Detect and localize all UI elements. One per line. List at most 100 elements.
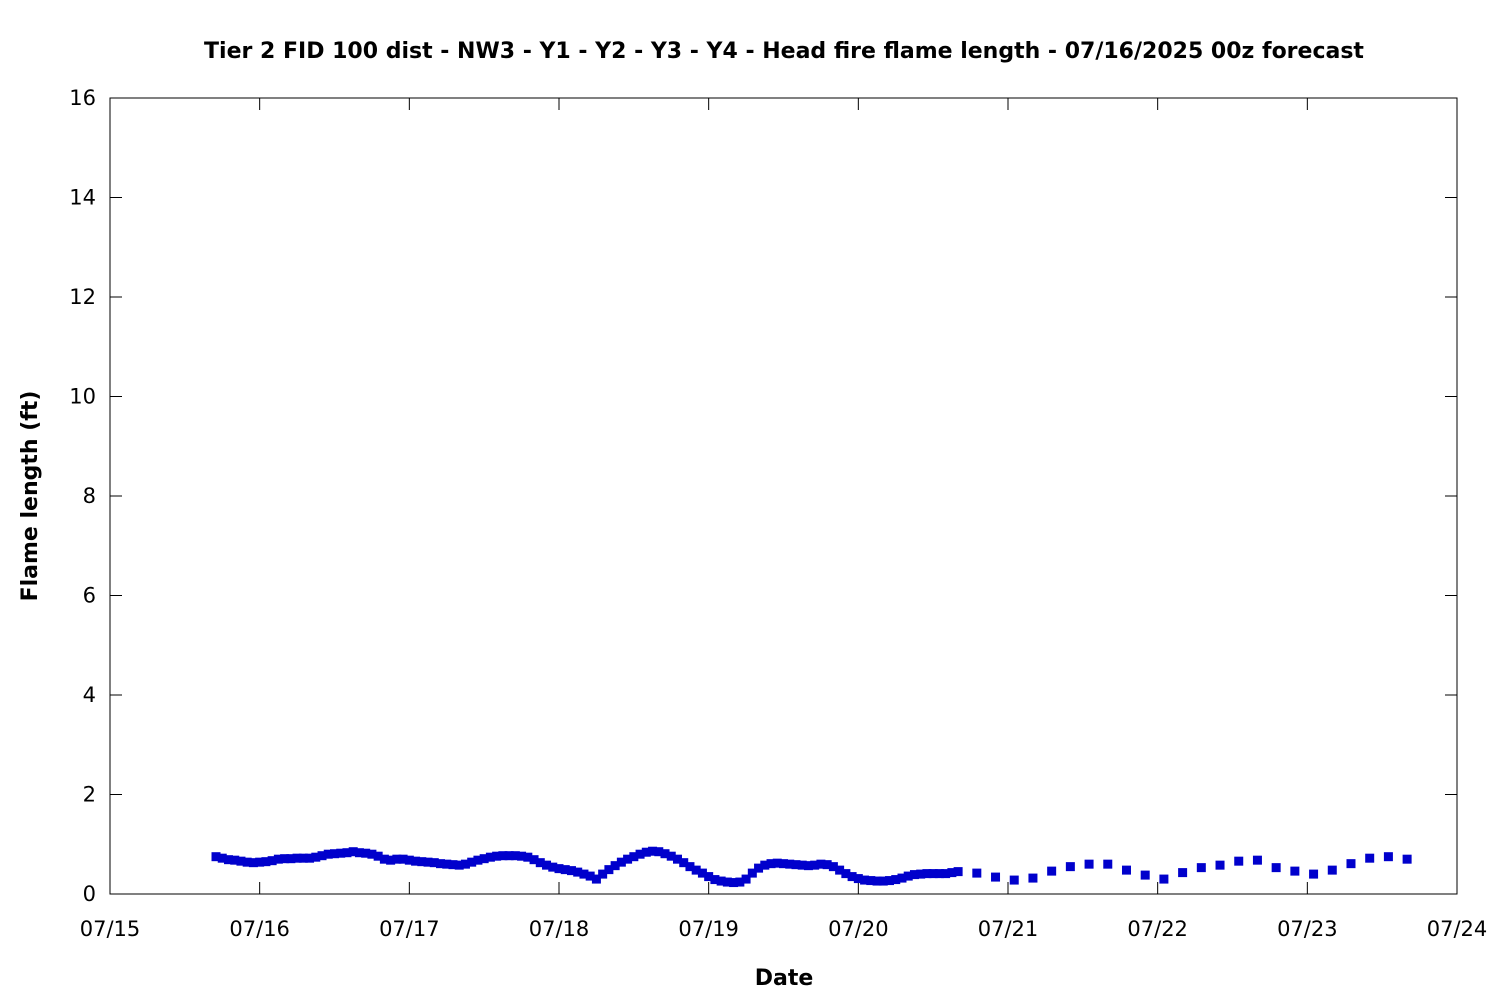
data-point: [909, 870, 919, 880]
data-point: [361, 848, 371, 858]
data-point: [747, 868, 757, 878]
data-point: [454, 860, 464, 870]
y-tick-label: 2: [83, 783, 96, 807]
data-point: [510, 851, 520, 861]
data-point: [1159, 874, 1169, 884]
data-point: [305, 853, 315, 863]
axis-ticks: [109, 97, 1458, 895]
data-point: [616, 857, 626, 867]
data-point: [1065, 862, 1075, 872]
data-point: [629, 852, 639, 862]
data-point: [760, 860, 770, 870]
data-point: [517, 851, 527, 861]
data-point: [579, 869, 589, 879]
data-point: [1327, 865, 1337, 875]
data-point: [666, 851, 676, 861]
data-point: [828, 862, 838, 872]
data-point: [716, 876, 726, 886]
data-point: [336, 848, 346, 858]
data-point: [841, 869, 851, 879]
data-point: [847, 872, 857, 882]
data-point: [916, 869, 926, 879]
data-point: [535, 858, 545, 868]
data-point: [672, 854, 682, 864]
data-point: [1121, 865, 1131, 875]
y-tick-label: 12: [69, 285, 96, 309]
data-point: [311, 852, 321, 862]
data-point: [330, 849, 339, 859]
data-point: [822, 860, 832, 870]
data-point: [529, 855, 539, 865]
data-point: [1196, 863, 1206, 873]
data-point: [604, 865, 614, 875]
data-point: [411, 856, 421, 866]
x-axis-label: Date: [755, 966, 814, 991]
data-point: [292, 853, 302, 863]
x-tick-label: 07/16: [229, 917, 290, 941]
data-point: [835, 865, 845, 875]
x-tick-label: 07/22: [1127, 917, 1188, 941]
data-point: [211, 852, 221, 862]
data-point: [1103, 859, 1113, 869]
x-tick-label: 07/21: [978, 917, 1039, 941]
data-point: [785, 859, 795, 869]
data-point: [1178, 868, 1188, 878]
data-point: [1309, 869, 1319, 879]
data-point: [504, 851, 514, 861]
data-point: [853, 874, 863, 884]
data-point: [423, 857, 433, 867]
data-point: [903, 871, 913, 881]
data-point: [648, 846, 658, 856]
data-point: [635, 849, 645, 859]
data-point: [691, 865, 701, 875]
y-tick-label: 10: [69, 385, 96, 409]
data-point: [280, 854, 290, 864]
data-point: [354, 848, 364, 858]
data-point: [991, 872, 1001, 882]
data-point: [1028, 873, 1038, 883]
data-point: [436, 859, 446, 869]
data-point: [298, 853, 308, 863]
data-point: [922, 869, 932, 879]
data-point: [1252, 855, 1262, 865]
data-point: [542, 860, 552, 870]
data-point: [1047, 866, 1057, 876]
data-point: [379, 854, 389, 864]
data-point: [367, 849, 377, 859]
data-point: [342, 848, 352, 858]
data-point: [230, 855, 240, 865]
data-point: [872, 876, 882, 886]
chart-title: Tier 2 FID 100 dist - NW3 - Y1 - Y2 - Y3…: [204, 39, 1364, 64]
data-point: [772, 858, 782, 868]
data-point: [779, 859, 788, 869]
data-point: [404, 855, 414, 865]
data-point: [492, 851, 502, 861]
data-point: [386, 855, 396, 865]
data-point: [878, 876, 888, 886]
y-tick-label: 8: [83, 484, 96, 508]
data-point: [1365, 853, 1375, 863]
data-point: [1084, 859, 1094, 869]
data-point: [654, 847, 664, 857]
data-point: [1402, 854, 1412, 864]
data-point: [1346, 859, 1356, 869]
data-point: [242, 857, 252, 867]
data-point: [479, 854, 489, 864]
plot-frame: [109, 97, 1458, 895]
data-point: [1140, 870, 1150, 880]
data-points: [211, 846, 1412, 888]
y-tick-label: 4: [83, 683, 96, 707]
data-point: [623, 854, 633, 864]
x-tick-label: 07/19: [678, 917, 739, 941]
data-point: [317, 851, 327, 861]
data-point: [803, 861, 813, 871]
data-point: [223, 855, 233, 865]
data-point: [566, 866, 576, 876]
data-point: [816, 859, 826, 869]
data-point: [810, 860, 820, 870]
data-point: [236, 856, 246, 866]
y-tick-label: 16: [69, 86, 96, 110]
data-point: [460, 859, 470, 869]
data-point: [1271, 863, 1281, 873]
